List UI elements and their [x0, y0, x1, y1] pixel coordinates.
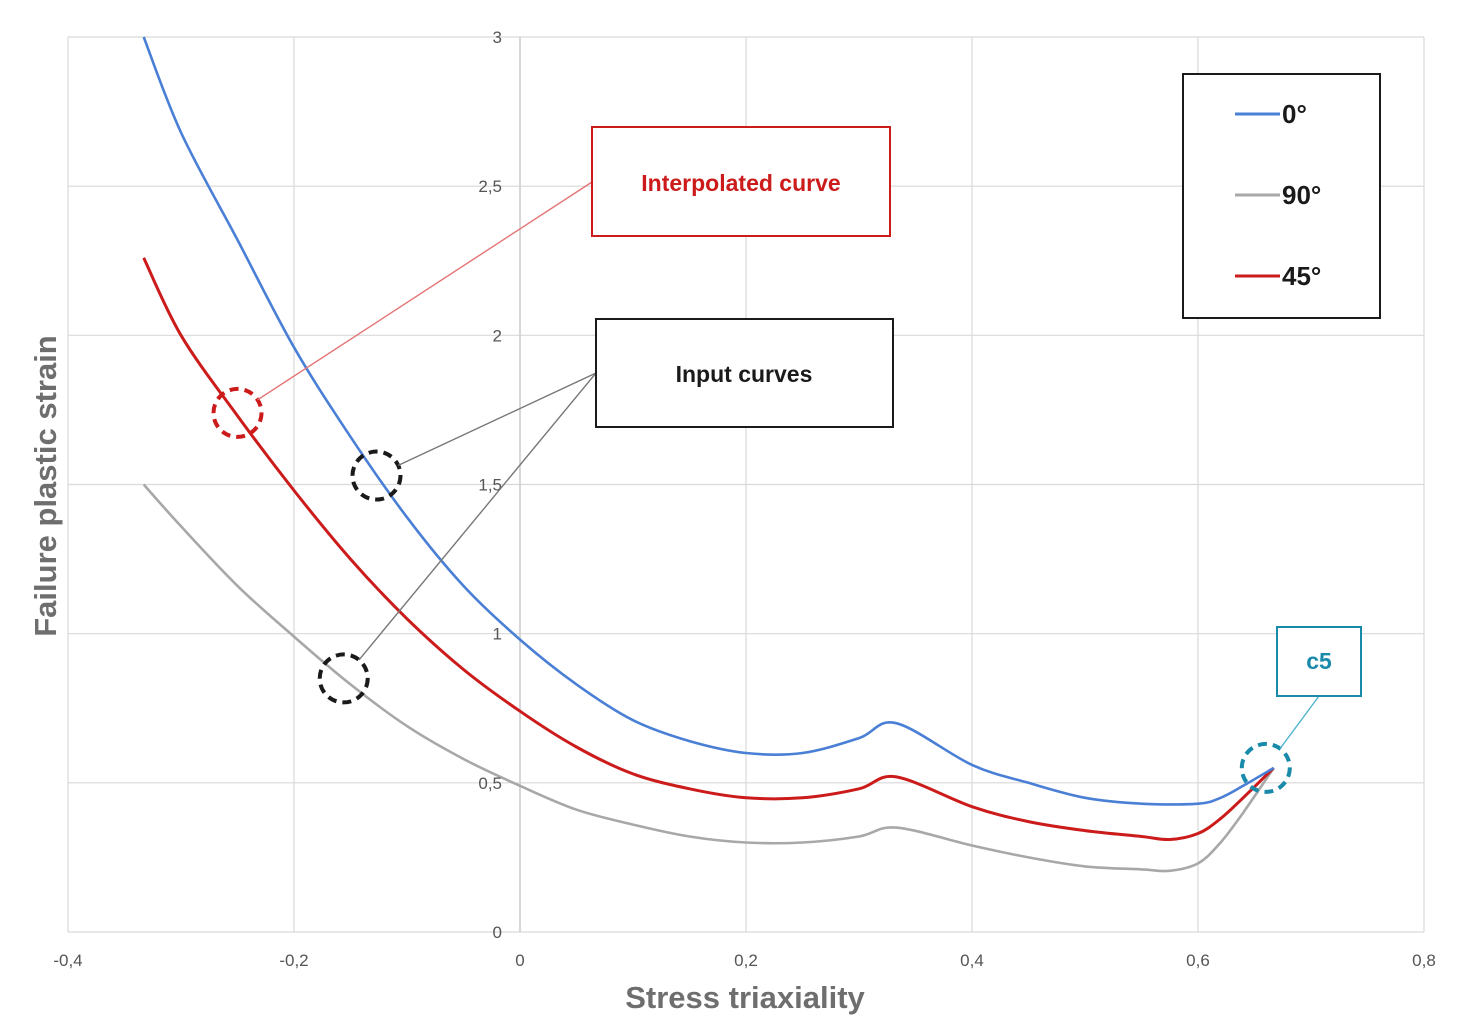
y-tick-label: 0 [493, 923, 502, 942]
callout-marker [1239, 741, 1292, 794]
callout-c5-label: c5 [1306, 648, 1332, 674]
callout-input-box [595, 318, 894, 428]
legend-label-90deg: 90° [1282, 180, 1321, 210]
callout-leader-line [358, 372, 597, 661]
x-tick-label: 0 [515, 951, 524, 970]
callout-leader-line [1279, 695, 1320, 750]
series-layer [142, 36, 1275, 873]
x-tick-label: -0,4 [53, 951, 82, 970]
callout-marker [350, 449, 403, 502]
callout-marker [317, 652, 370, 705]
callout-leader-line [257, 181, 593, 401]
series-line-1 [142, 483, 1275, 873]
callout-interpolated-box [591, 126, 891, 237]
callout-leaders [257, 181, 1320, 750]
callout-marker [211, 386, 264, 439]
x-axis-title: Stress triaxiality [625, 980, 865, 1015]
callout-interpolated-label: Interpolated curve [641, 170, 840, 196]
callout-c5-box [1276, 626, 1362, 697]
series-line-0 [142, 36, 1275, 806]
legend-label-45deg: 45° [1282, 261, 1321, 291]
y-tick-label: 1 [493, 625, 502, 644]
y-tick-label: 3 [493, 28, 502, 47]
y-tick-label: 2,5 [478, 177, 502, 196]
y-axis-title: Failure plastic strain [28, 335, 63, 637]
x-tick-label: -0,2 [279, 951, 308, 970]
series-line-2 [142, 257, 1275, 842]
x-tick-label: 0,2 [734, 951, 758, 970]
callout-markers [211, 386, 1292, 794]
legend-label-0deg: 0° [1282, 99, 1307, 129]
legend-box [1182, 73, 1381, 319]
tick-labels: -0,4 -0,2 0 0,2 0,4 0,6 0,8 0 0,5 1 1,5 2 2,5 3 [53, 28, 1435, 970]
callout-leader-line [397, 372, 597, 467]
callout-input: Input curves [595, 318, 894, 428]
x-tick-label: 0,8 [1412, 951, 1436, 970]
y-tick-label: 2 [493, 326, 502, 345]
y-tick-label: 0,5 [478, 774, 502, 793]
callout-interpolated: Interpolated curve [591, 126, 891, 237]
callout-c5: c5 [1276, 626, 1362, 697]
callout-input-label: Input curves [676, 361, 813, 387]
x-tick-label: 0,4 [960, 951, 984, 970]
legend: 0° 90° 45° [1182, 73, 1381, 319]
y-tick-label: 1,5 [478, 476, 502, 495]
x-tick-label: 0,6 [1186, 951, 1210, 970]
